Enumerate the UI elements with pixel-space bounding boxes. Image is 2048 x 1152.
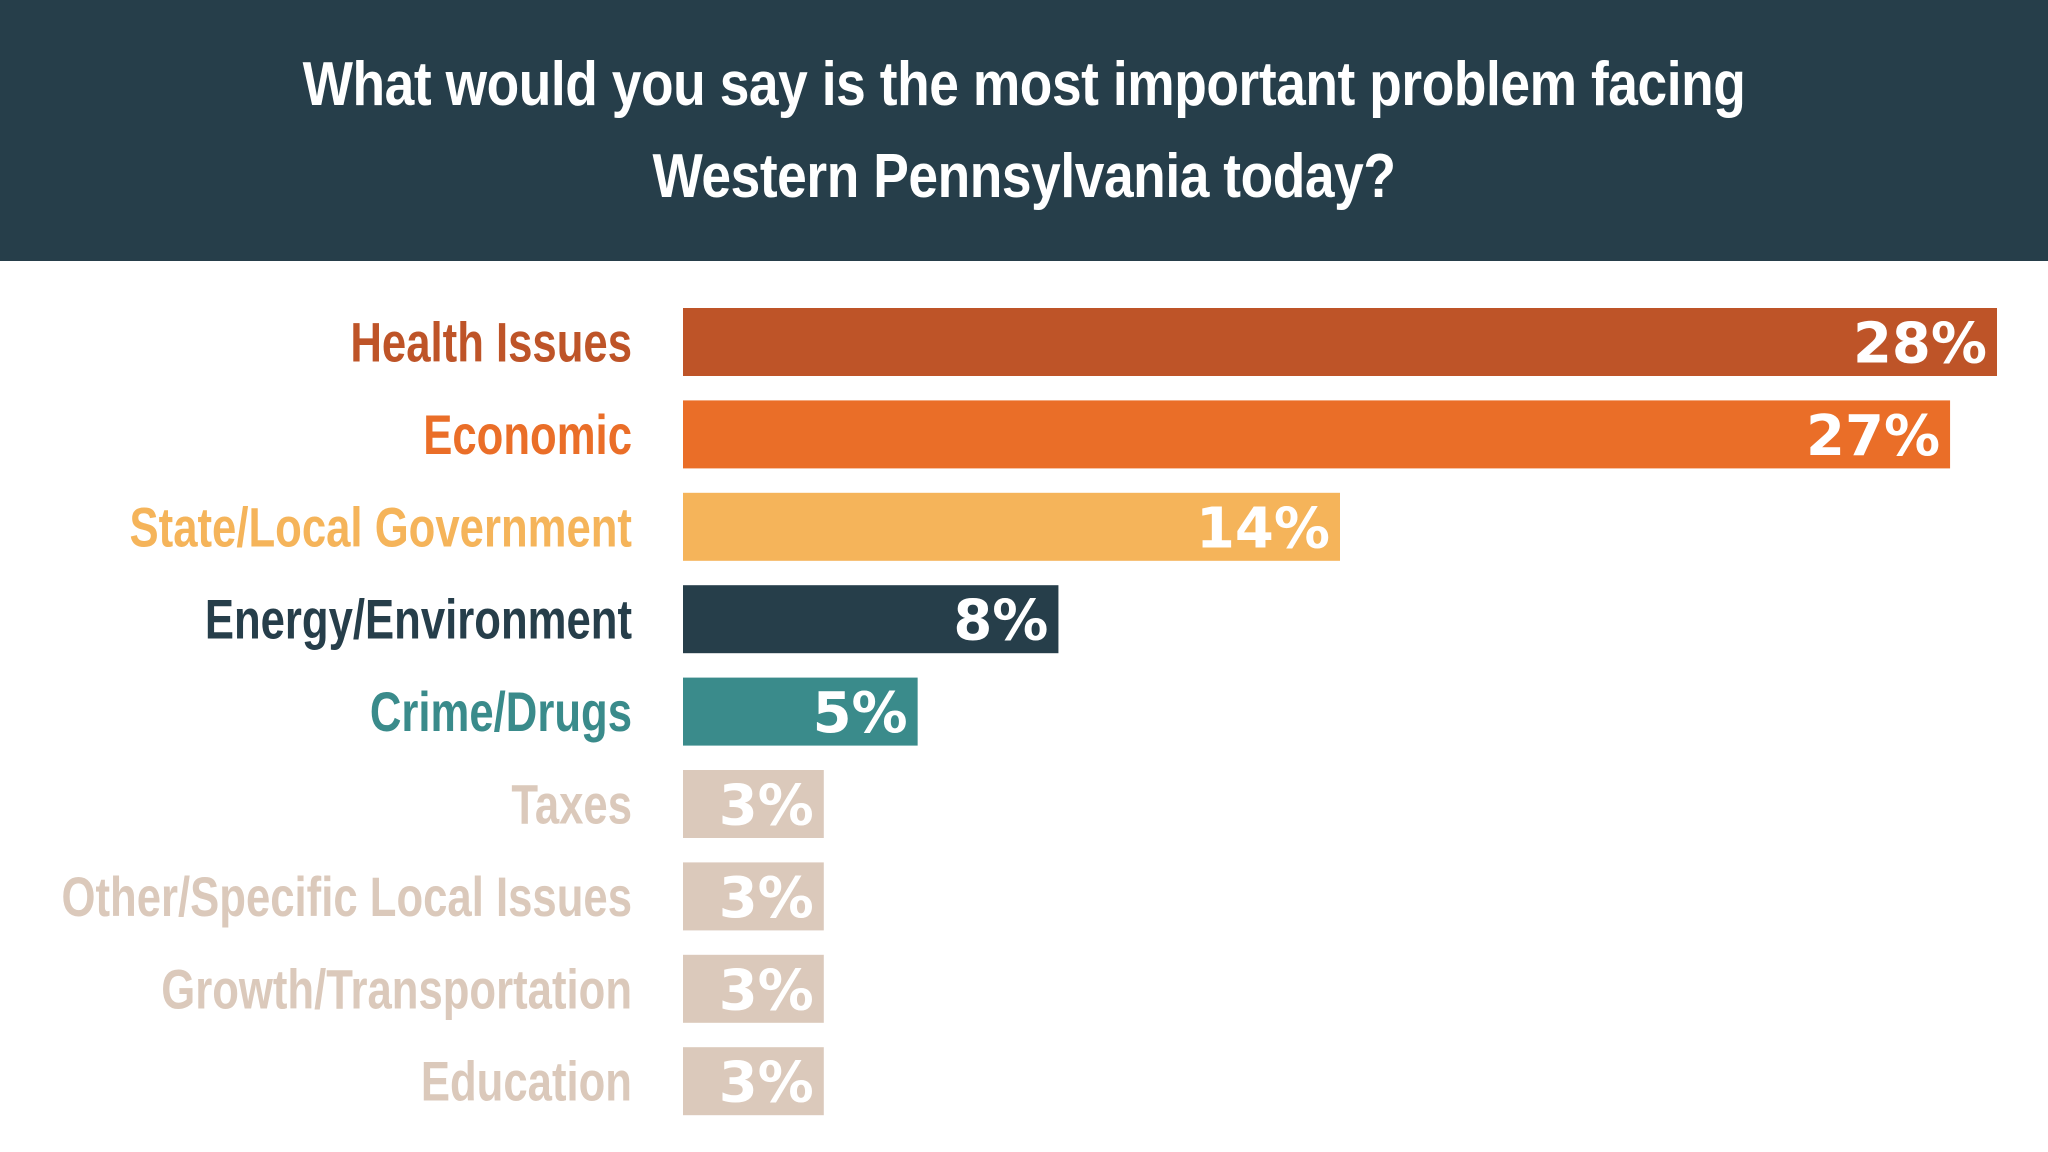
value-label: 28% xyxy=(1853,312,1987,377)
bar-5 xyxy=(683,770,824,838)
value-label: 3% xyxy=(719,866,814,931)
category-label: Education xyxy=(421,1050,632,1113)
category-label: Energy/Environment xyxy=(205,588,632,651)
chart-title: What would you say is the most important… xyxy=(302,49,1746,211)
bar-0 xyxy=(683,308,1997,376)
bar-3 xyxy=(683,585,1059,654)
value-label: 14% xyxy=(1196,496,1330,561)
bar-6 xyxy=(683,862,824,931)
category-label: Economic xyxy=(423,403,632,466)
title-band: What would you say is the most important… xyxy=(0,0,2048,261)
value-label: 27% xyxy=(1806,404,1940,469)
value-label: 3% xyxy=(719,774,814,839)
bar-7 xyxy=(683,954,824,1023)
category-label: State/Local Government xyxy=(130,495,632,558)
category-label: Crime/Drugs xyxy=(370,680,632,743)
bar-8 xyxy=(683,1047,824,1116)
bar-4 xyxy=(683,677,918,746)
value-label: 8% xyxy=(953,589,1048,654)
value-label: 3% xyxy=(719,1051,814,1116)
value-label: 3% xyxy=(719,958,814,1023)
category-label: Other/Specific Local Issues xyxy=(62,865,632,928)
bar-2 xyxy=(683,492,1340,561)
category-label: Taxes xyxy=(511,773,632,836)
category-label: Growth/Transportation xyxy=(161,957,632,1020)
value-label: 5% xyxy=(813,681,908,746)
category-label: Health Issues xyxy=(350,311,632,374)
bar-1 xyxy=(683,400,1951,469)
